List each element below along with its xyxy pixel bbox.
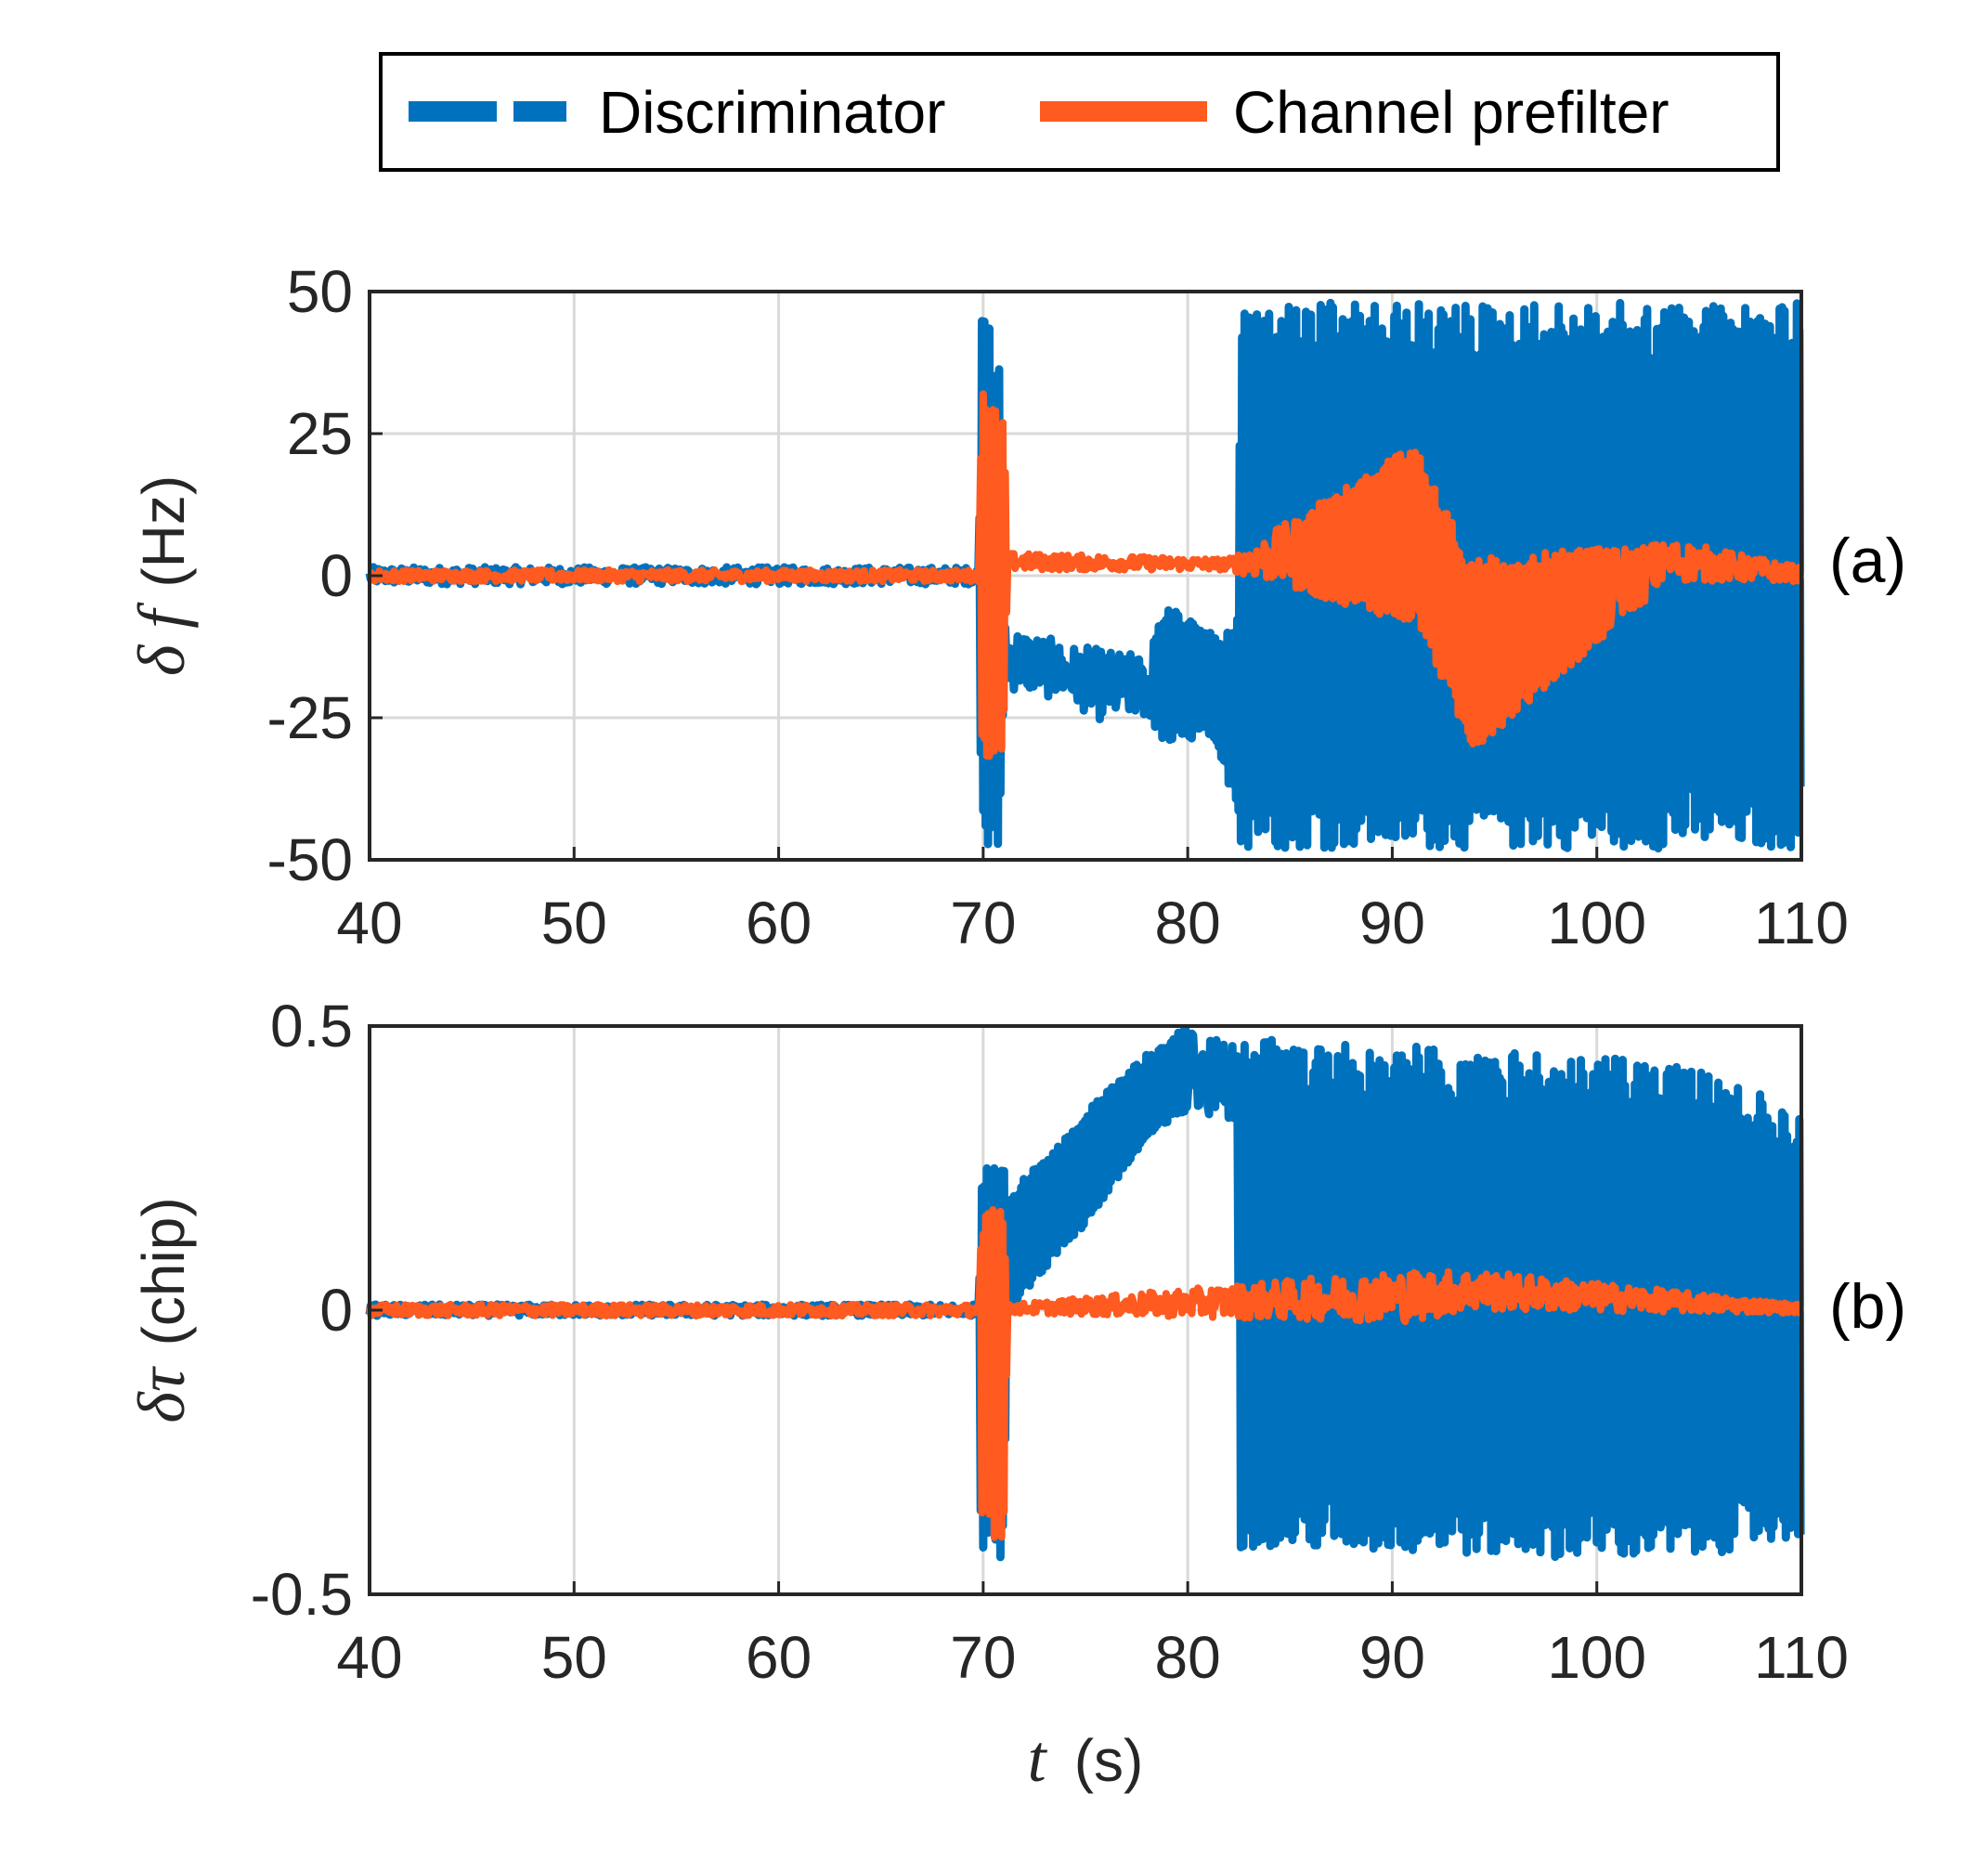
xtick-label-b-110: 110 [1754,1624,1849,1691]
series-line-b-channel-prefilter [366,1206,1805,1541]
ytick-label-b-1: 0 [319,1277,353,1344]
panel-b: 40 50 60 70 80 90 100 110 -0.5 0 0.5 δτ (chip) (b) [124,993,1906,1691]
ytick-label-b-2: 0.5 [270,993,353,1059]
xtick-label-b-50: 50 [541,1624,607,1691]
ylabel-b-symbol: δτ [124,1366,199,1423]
ylabel-a: δ f (Hz) [124,475,199,676]
panel-label-a: (a) [1829,526,1906,596]
panel-a: 40 50 60 70 80 90 100 110 -50 -25 0 25 50 δ f (Hz) (… [124,258,1906,956]
ytick-label-a-4: 50 [287,258,353,325]
legend-label-prefilter: Channel prefilter [1233,79,1670,146]
ylabel-a-unit: (Hz) [130,475,197,588]
xtick-label-a-50: 50 [541,890,607,956]
series-b [365,1025,1805,1562]
xtick-label-a-100: 100 [1547,890,1646,956]
ylabel-a-symbol: δ f [124,602,199,676]
legend-label-discriminator: Discriminator [599,79,945,146]
xtick-label-b-100: 100 [1547,1624,1646,1691]
ytick-label-a-3: 25 [287,400,353,467]
series-a [365,298,1805,853]
yticks-b: -0.5 0 0.5 [251,993,383,1628]
ylabel-b-unit: (chip) [130,1197,197,1345]
xtick-label-b-80: 80 [1155,1624,1221,1691]
xtick-label-a-90: 90 [1359,890,1425,956]
series-line-a-channel-prefilter [367,390,1805,760]
xtick-label-b-40: 40 [336,1624,402,1691]
xlabel-symbol: t [1028,1722,1048,1796]
xticks-b: 40 50 60 70 80 90 100 110 [336,1581,1849,1691]
xlabel: t (s) [1028,1722,1144,1796]
xtick-label-b-60: 60 [746,1624,812,1691]
yticks-a: -50 -25 0 25 50 [267,258,383,893]
xtick-label-b-90: 90 [1359,1624,1425,1691]
xtick-label-a-70: 70 [950,890,1016,956]
ytick-label-a-1: -25 [267,684,354,751]
ytick-label-a-0: -50 [267,826,354,893]
xlabel-unit: (s) [1074,1727,1144,1794]
panel-label-b: (b) [1829,1271,1906,1342]
xtick-label-a-80: 80 [1155,890,1221,956]
xtick-label-a-60: 60 [746,890,812,956]
ylabel-b: δτ (chip) [124,1197,199,1423]
ytick-label-a-2: 0 [319,542,353,609]
xticks-a: 40 50 60 70 80 90 100 110 [336,847,1849,956]
ytick-label-b-0: -0.5 [251,1561,353,1628]
xtick-label-a-40: 40 [336,890,402,956]
xtick-label-b-70: 70 [950,1624,1016,1691]
xtick-label-a-110: 110 [1754,890,1849,956]
legend: Discriminator Channel prefilter [379,52,1780,172]
